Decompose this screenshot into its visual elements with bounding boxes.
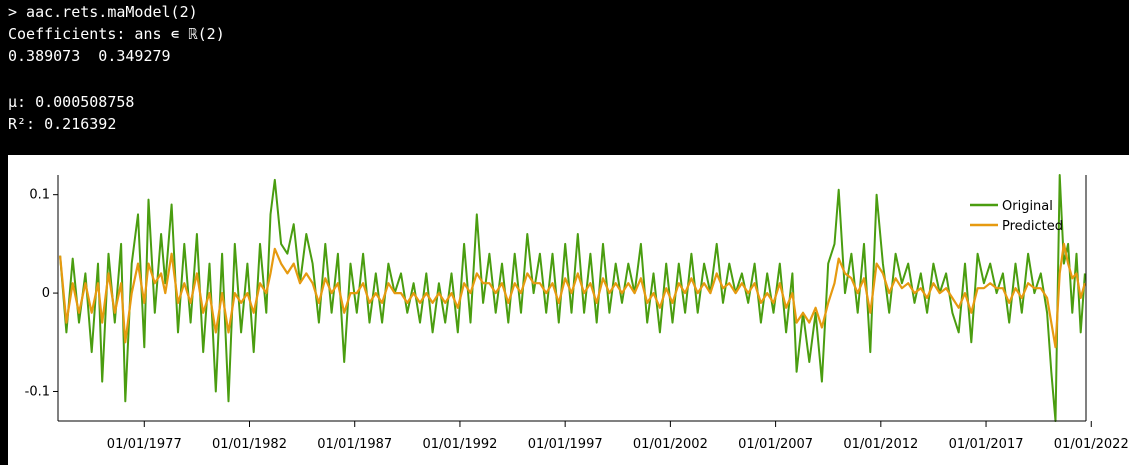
chart-panel: 0.1 0 -0.1 01/01/1977 01/01/1982 01/01/1987 01…: [8, 155, 1129, 465]
x-tick-label: 01/01/2017: [949, 437, 1024, 452]
y-tick-label: 0.1: [29, 188, 50, 203]
x-tick-label: 01/01/2002: [633, 437, 708, 452]
coefficient-values: 0.389073 0.349279: [8, 47, 171, 65]
coefficients-header: Coefficients: ans ∊ ℝ(2): [8, 25, 225, 43]
legend-label-original: Original: [1002, 199, 1053, 214]
legend-label-predicted: Predicted: [1002, 219, 1063, 234]
console-output: > aac.rets.maModel(2) Coefficients: ans …: [0, 0, 1129, 155]
x-tick-label: 01/01/1997: [528, 437, 603, 452]
y-tick-label: 0: [42, 286, 50, 301]
x-tick-label: 01/01/1992: [422, 437, 497, 452]
x-tick-label: 01/01/2007: [738, 437, 813, 452]
x-tick-label: 01/01/2012: [843, 437, 918, 452]
axes-layer: 0.1 0 -0.1 01/01/1977 01/01/1982 01/01/1987 01…: [25, 175, 1129, 452]
series-line-predicted: [59, 242, 1086, 349]
series-layer: [59, 174, 1086, 422]
series-line-original: [59, 174, 1086, 422]
console-command: > aac.rets.maModel(2): [8, 3, 198, 21]
mu-value: μ: 0.000508758: [8, 93, 135, 111]
x-tick-label: 01/01/1982: [212, 437, 287, 452]
x-tick-label: 01/01/1987: [317, 437, 392, 452]
legend: Original Predicted: [970, 199, 1063, 234]
y-tick-label: -0.1: [25, 384, 50, 399]
x-tick-label: 01/01/2022: [1054, 437, 1129, 452]
line-chart: 0.1 0 -0.1 01/01/1977 01/01/1982 01/01/1987 01…: [25, 174, 1129, 452]
x-tick-label: 01/01/1977: [107, 437, 182, 452]
r-squared-value: R²: 0.216392: [8, 115, 117, 133]
